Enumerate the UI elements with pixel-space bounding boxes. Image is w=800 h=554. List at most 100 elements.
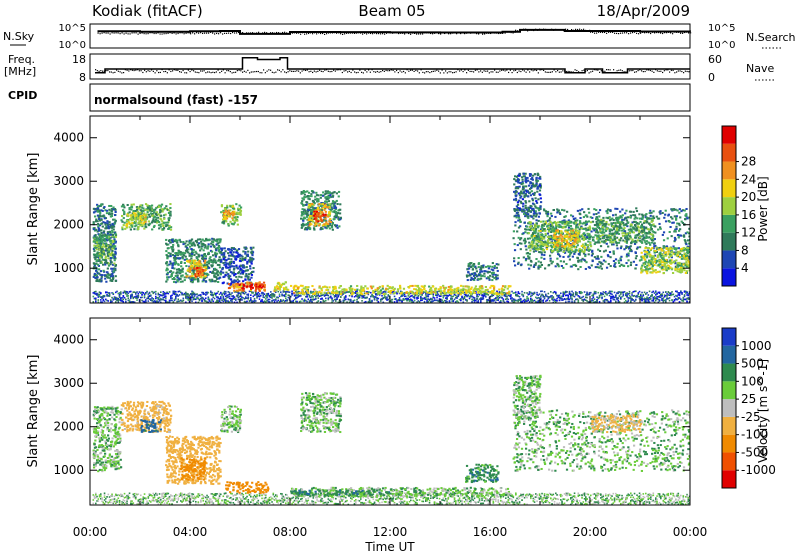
power-cell — [228, 291, 231, 294]
power-cell — [118, 299, 121, 301]
power-cell — [145, 213, 148, 216]
nave-series-point — [513, 70, 515, 72]
power-cell — [251, 300, 253, 302]
power-cell — [393, 295, 396, 298]
power-cell — [123, 296, 126, 299]
nave-series-point — [641, 70, 643, 72]
power-cell — [165, 267, 169, 270]
power-cell — [105, 225, 108, 228]
power-cell — [312, 299, 315, 301]
power-cell — [203, 300, 206, 302]
power-cell — [117, 292, 120, 295]
power-cell — [183, 293, 186, 296]
power-cell — [658, 292, 661, 295]
search-series-point — [632, 31, 634, 34]
power-cell — [278, 295, 281, 297]
power-cell — [170, 295, 172, 297]
power-cell — [593, 292, 596, 295]
power-cell — [262, 281, 266, 284]
power-cell — [198, 273, 201, 276]
power-cell — [120, 205, 124, 208]
power-cell — [240, 293, 242, 296]
power-cell — [168, 224, 171, 227]
power-cell — [140, 296, 142, 299]
power-cell — [628, 290, 631, 293]
nave-series-point — [147, 70, 149, 72]
power-cell — [96, 294, 98, 296]
power-cell — [224, 219, 227, 222]
power-cell — [312, 227, 316, 230]
power-cell — [311, 295, 313, 298]
power-cell — [98, 219, 102, 222]
nave-series-point — [359, 69, 361, 71]
power-cell — [280, 300, 282, 302]
power-cell — [471, 298, 473, 301]
power-cell — [130, 301, 132, 303]
search-series-point — [183, 33, 185, 35]
power-cell — [270, 294, 272, 297]
power-cell — [96, 220, 99, 223]
power-cell — [172, 243, 175, 246]
power-cell — [237, 289, 240, 292]
power-cell — [187, 299, 190, 302]
power-cell — [551, 295, 553, 297]
power-cell — [603, 300, 606, 303]
power-cell — [98, 268, 101, 271]
power-cell — [104, 233, 107, 236]
power-cell — [255, 293, 257, 296]
power-cell — [169, 262, 172, 265]
power-cell — [100, 251, 104, 254]
power-cell — [481, 298, 483, 301]
power-cell — [427, 298, 430, 300]
power-cell — [222, 255, 225, 258]
nave-series-point — [322, 70, 324, 73]
power-cell — [516, 293, 518, 296]
power-cell — [238, 288, 241, 291]
power-cell — [204, 266, 207, 269]
power-cell — [617, 297, 620, 300]
power-cell — [104, 223, 107, 226]
power-cell — [103, 237, 106, 240]
power-cell — [605, 298, 607, 301]
power-cell — [148, 222, 152, 225]
power-cell — [515, 299, 517, 302]
power-cell — [256, 295, 258, 298]
power-cell — [532, 300, 535, 302]
power-cell — [189, 242, 192, 245]
power-cell — [233, 274, 236, 277]
power-cell — [112, 267, 115, 270]
power-cell — [256, 293, 258, 296]
power-cell — [442, 292, 445, 295]
power-cell — [162, 291, 165, 293]
power-cell — [261, 284, 264, 287]
power-cell — [515, 291, 517, 294]
power-cell — [107, 295, 110, 297]
power-cell — [330, 225, 334, 228]
nave-series-point — [418, 72, 420, 74]
power-cell — [111, 233, 115, 236]
power-cell — [536, 291, 538, 294]
power-cell — [191, 266, 194, 269]
power-cell — [218, 245, 221, 248]
nave-series-point — [506, 69, 508, 71]
power-cell — [233, 291, 236, 293]
search-series-point — [622, 32, 624, 34]
power-cell — [121, 220, 124, 223]
power-cell — [182, 243, 185, 246]
power-cell — [273, 299, 276, 301]
power-cell — [260, 286, 263, 289]
power-cell — [227, 224, 230, 227]
power-cell — [211, 271, 215, 274]
power-cell — [480, 299, 482, 302]
power-cell — [99, 245, 102, 248]
power-cell — [470, 294, 472, 297]
power-cell — [277, 296, 280, 299]
power-cell — [185, 296, 187, 298]
nave-series-point — [158, 71, 160, 74]
power-cell — [128, 221, 131, 224]
power-cell — [606, 294, 608, 296]
power-cell — [224, 208, 227, 211]
power-cell — [186, 295, 188, 298]
power-cell — [128, 291, 131, 293]
power-cell — [99, 211, 102, 214]
